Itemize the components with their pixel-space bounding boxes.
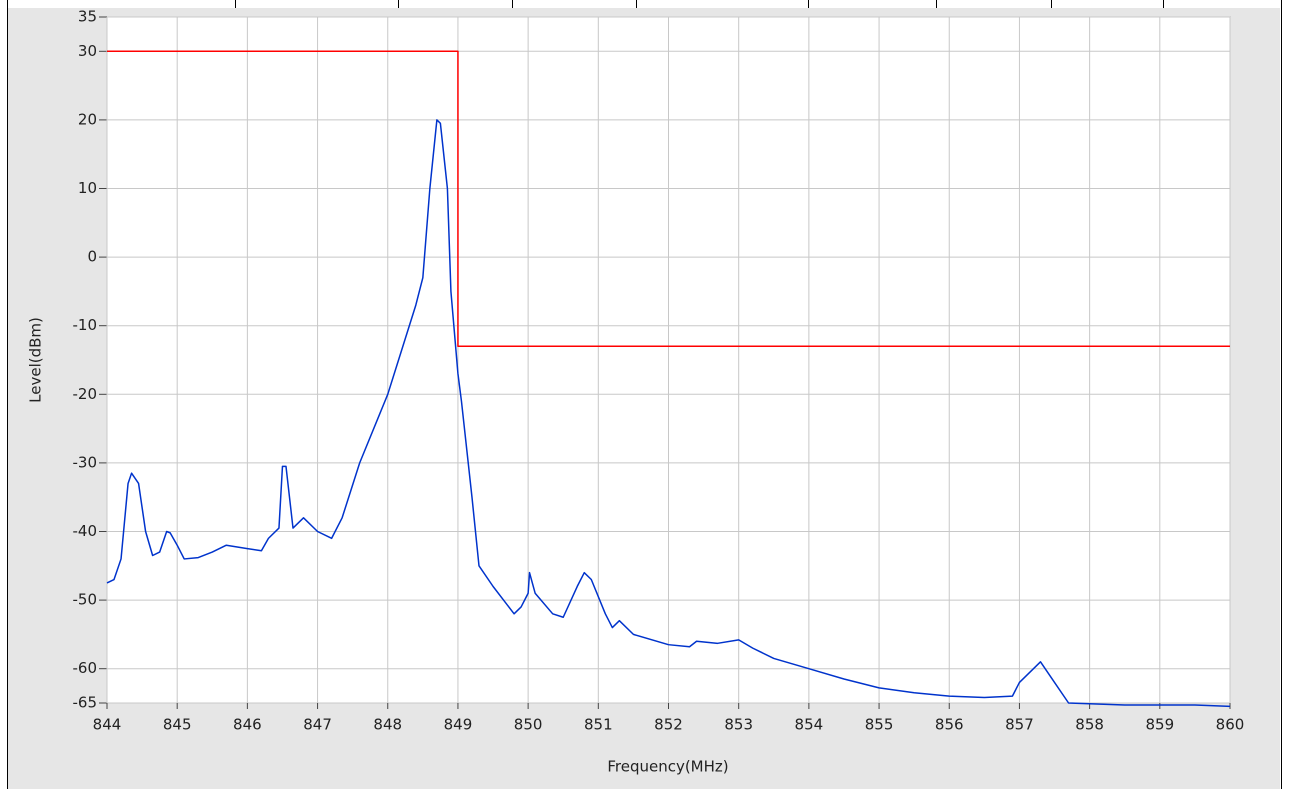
y-tick-label: 0 (87, 248, 97, 266)
y-tick-label: -20 (73, 385, 98, 403)
y-axis-label: Level(dBm) (27, 317, 45, 403)
x-axis-label: Frequency(MHz) (607, 758, 728, 776)
y-tick-label: -50 (73, 591, 98, 609)
y-tick-label: 30 (78, 42, 97, 60)
x-tick-label: 854 (795, 716, 824, 734)
x-tick-label: 860 (1216, 716, 1245, 734)
y-tick-label: -10 (73, 316, 98, 334)
series-line (106, 119, 1231, 708)
x-tick-label: 856 (935, 716, 964, 734)
x-tick-label: 844 (93, 716, 122, 734)
x-tick-label: 857 (1005, 716, 1034, 734)
y-tick-label: -60 (73, 659, 98, 677)
x-tick-label: 848 (373, 716, 402, 734)
x-tick-label: 846 (233, 716, 262, 734)
y-tick-label: -30 (73, 453, 98, 471)
y-tick-label: 35 (78, 8, 97, 26)
x-tick-label: 849 (444, 716, 473, 734)
y-tick-label: 20 (78, 110, 97, 128)
y-tick-label: 10 (78, 179, 97, 197)
x-tick-label: 851 (584, 716, 613, 734)
x-tick-label: 853 (724, 716, 753, 734)
x-tick-label: 855 (865, 716, 894, 734)
x-tick-label: 858 (1075, 716, 1104, 734)
x-tick-label: 847 (303, 716, 332, 734)
y-tick-label: -40 (73, 522, 98, 540)
table-cell-borders (235, 0, 1164, 8)
series-line (107, 50, 1230, 348)
x-tick-label: 859 (1145, 716, 1174, 734)
x-tick-label: 852 (654, 716, 683, 734)
x-tick-label: 850 (514, 716, 543, 734)
x-tick-label: 845 (163, 716, 192, 734)
y-tick-label: -65 (73, 694, 98, 712)
